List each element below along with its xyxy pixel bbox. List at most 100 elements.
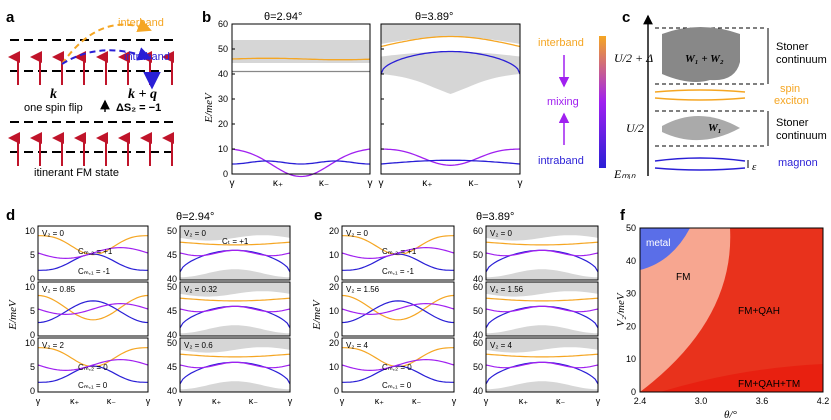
f-ytick-label: 50 — [626, 223, 636, 233]
b-xtick-label: γ — [518, 178, 523, 189]
band-line — [179, 241, 291, 246]
xtick-label: γ — [596, 396, 601, 406]
xtick-label: κ₊ — [519, 396, 529, 406]
band-line — [485, 361, 599, 369]
chern-label: Cₘ,₁ = -1 — [78, 267, 110, 276]
ytick-label: 40 — [167, 330, 177, 340]
intraband-label: intraband — [124, 51, 170, 63]
ytick-label: 60 — [473, 282, 483, 292]
ytick-label: 40 — [473, 386, 483, 396]
mini-plot-frame — [37, 281, 149, 337]
panel-label-c: c — [622, 9, 630, 26]
ytick-label: 5 — [30, 362, 35, 372]
band-line — [179, 305, 291, 313]
band-line — [341, 246, 455, 260]
vz-label: V₂ = 4 — [490, 341, 513, 350]
stoner-continuum-w1w2 — [662, 27, 740, 82]
b-ytick-label: 0 — [223, 169, 228, 179]
upper-band — [380, 35, 521, 48]
f-ytick-label: 30 — [626, 289, 636, 299]
b-ytick-label: 30 — [218, 94, 228, 104]
vz-label: V₂ = 0 — [490, 229, 513, 238]
vz-label: V₂ = 0.85 — [42, 285, 76, 294]
c-emin-label: Eₘᵢₙ — [613, 167, 636, 181]
f-ytick-label: 10 — [626, 354, 636, 364]
vz-label: V₂ = 2 — [42, 341, 65, 350]
ytick-label: 40 — [473, 274, 483, 284]
chern-label: Cₘ,₁ = 0 — [382, 381, 412, 390]
c-u2d-label: U/2 + Δ — [614, 51, 653, 65]
band-line — [179, 305, 291, 329]
band-line — [342, 253, 454, 271]
mini-plot-frame — [179, 337, 291, 393]
b-xtick-label: κ₊ — [273, 178, 283, 189]
mini-plot-frame — [341, 225, 455, 281]
e-title: θ=3.89° — [476, 211, 514, 223]
continuum-region — [486, 381, 598, 392]
ytick-label: 40 — [167, 386, 177, 396]
chern-label: Cₜ = +1 — [222, 237, 249, 246]
b-xtick-label: κ₋ — [319, 178, 329, 189]
spin-exciton-line — [654, 89, 746, 93]
region-fm-qah-tm — [660, 364, 823, 392]
b-xtick-label: γ — [368, 178, 373, 189]
f-plot-frame — [639, 227, 824, 393]
band-line — [485, 297, 599, 302]
ytick-label: 50 — [167, 282, 177, 292]
band-line — [179, 361, 291, 385]
stoner-label-1: Stoner — [776, 41, 809, 53]
continuum-region — [486, 325, 598, 336]
ytick-label: 10 — [329, 306, 339, 316]
delta-sz-label: ΔS₂ = −1 — [116, 102, 161, 114]
d-right-1: 40 45 50 V₂ = 0.32 — [167, 281, 291, 340]
ytick-label: 10 — [25, 282, 35, 292]
xtick-label: κ₋ — [412, 396, 422, 406]
vz-label: V₂ = 1.56 — [346, 285, 380, 294]
b-xtick-label: γ — [379, 178, 384, 189]
band-line — [485, 305, 599, 329]
lower-band — [231, 148, 371, 178]
continuum-region — [486, 269, 598, 280]
region-metal — [640, 228, 690, 270]
f-xtick-label: 4.2 — [817, 396, 830, 406]
continuum-region — [180, 325, 290, 336]
continuum-region — [232, 40, 370, 63]
b-xtick-label: κ₋ — [469, 178, 479, 189]
upper-band — [380, 50, 521, 75]
continuum-region — [180, 226, 290, 241]
intraband-arrow — [61, 47, 152, 65]
xtick-label: γ — [484, 396, 489, 406]
ytick-label: 50 — [473, 250, 483, 260]
band-line — [37, 358, 149, 372]
fm-state-label: itinerant FM state — [34, 167, 119, 179]
continuum-region — [180, 282, 290, 297]
label-fm-qah: FM+QAH — [738, 306, 780, 317]
band-line — [38, 253, 148, 271]
band-lines — [231, 35, 521, 178]
chern-label: Cₘ,₂ = +1 — [382, 247, 417, 256]
band-line — [342, 365, 454, 383]
ytick-label: 50 — [167, 338, 177, 348]
mini-plot-frame — [341, 337, 455, 393]
band-line — [37, 294, 149, 321]
continuum-label-2: continuum — [776, 130, 827, 142]
panel-c: c U/2 + Δ U/2 Eₘᵢₙ W₁ + W₂ W₁ ε Stoner c… — [613, 9, 827, 181]
stoner-label-2: Stoner — [776, 117, 809, 129]
xtick-label: κ₋ — [556, 396, 566, 406]
xtick-label: γ — [288, 396, 293, 406]
band-line — [179, 249, 291, 273]
magnon-label: magnon — [778, 157, 818, 169]
ytick-label: 0 — [30, 274, 35, 284]
ytick-label: 0 — [30, 330, 35, 340]
exciton-label: exciton — [774, 95, 809, 107]
ytick-label: 0 — [334, 386, 339, 396]
f-xtick-label: 3.6 — [756, 396, 769, 406]
lower-band — [232, 160, 370, 165]
band-line — [179, 297, 291, 302]
ytick-label: 5 — [30, 250, 35, 260]
lower-band — [380, 148, 521, 166]
xtick-label: γ — [340, 396, 345, 406]
f-axis-ticks: 2.4 3.0 3.6 4.2 0 10 20 30 40 50 — [626, 223, 829, 406]
ytick-label: 45 — [167, 306, 177, 316]
chern-label: Cₘ,₂ = 0 — [382, 363, 412, 372]
